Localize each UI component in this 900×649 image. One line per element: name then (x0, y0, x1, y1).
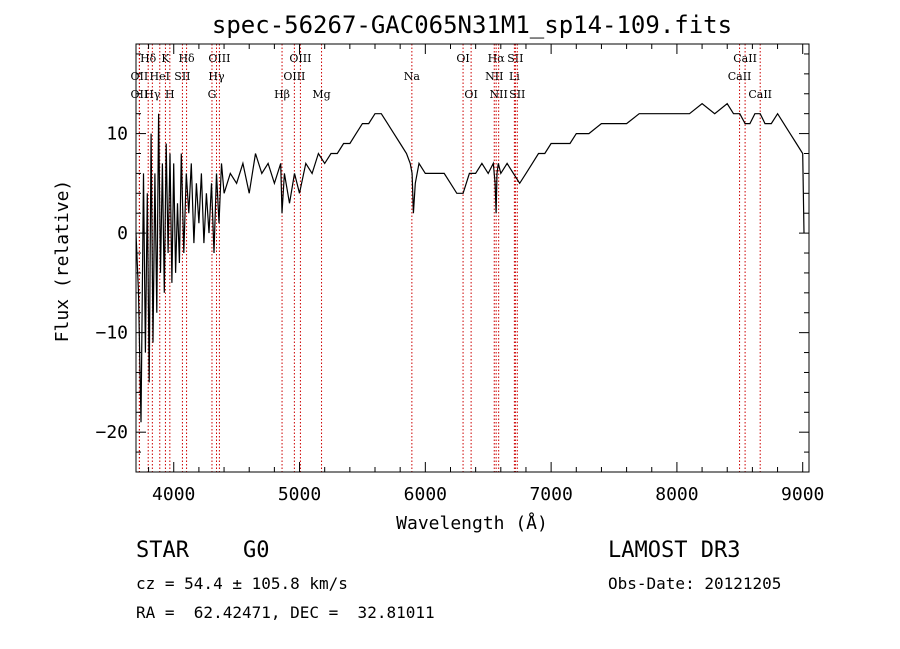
marker-label-27: CaII (748, 88, 772, 101)
marker-label-19: Hα (488, 52, 506, 65)
x-tick-label-5000: 5000 (278, 484, 321, 505)
chart-title: spec-56267-GAC065N31M1_sp14-109.fits (212, 11, 732, 39)
flux-series-line (135, 102, 805, 423)
marker-label-3: Hγ (144, 88, 161, 101)
marker-label-23: NII (490, 88, 508, 101)
y-axis: −20 −10 0 10 (95, 53, 809, 473)
x-tick-label-4000: 4000 (152, 484, 195, 505)
marker-label-10: Hγ (208, 70, 225, 83)
spectrum-chart: spec-56267-GAC065N31M1_sp14-109.fits Hδ O… (52, 11, 824, 534)
marker-label-24: SII (509, 88, 525, 101)
marker-label-25: CaII (733, 52, 757, 65)
marker-label-18: OI (464, 88, 477, 101)
marker-label-13: OIII (289, 52, 311, 65)
marker-label-8: Hδ (178, 52, 195, 65)
marker-label-12: Hβ (274, 88, 290, 101)
marker-label-4: K (161, 52, 170, 65)
x-tick-label-6000: 6000 (404, 484, 447, 505)
marker-label-11: G (208, 88, 217, 101)
object-class: STAR (136, 538, 189, 563)
y-tick-label--20: −20 (95, 422, 128, 443)
plot-frame (135, 43, 810, 473)
marker-label-6: SII (174, 70, 190, 83)
marker-label-16: Na (404, 70, 421, 83)
y-tick-label-0: 0 (117, 223, 128, 244)
x-tick-label-9000: 9000 (781, 484, 824, 505)
survey-name: LAMOST DR3 (608, 538, 741, 563)
y-tick-label--10: −10 (95, 323, 128, 344)
marker-label-17: OI (456, 52, 469, 65)
redshift-velocity: cz = 54.4 ± 105.8 km/s (136, 574, 348, 593)
marker-label-9: OIII (208, 52, 230, 65)
observation-date: Obs-Date: 20121205 (608, 574, 782, 593)
y-axis-label: Flux (relative) (52, 180, 73, 343)
marker-label-20: SII (507, 52, 523, 65)
coordinates: RA = 62.42471, DEC = 32.81011 (136, 603, 435, 622)
marker-label-15: Mg (312, 88, 330, 101)
marker-label-0: Hδ (140, 52, 157, 65)
marker-label-21: NII (485, 70, 503, 83)
object-subclass: G0 (243, 538, 270, 563)
marker-label-22: Li (509, 70, 520, 83)
x-tick-label-8000: 8000 (655, 484, 698, 505)
marker-label-7: H (165, 88, 175, 101)
marker-label-26: CaII (728, 70, 752, 83)
x-tick-label-7000: 7000 (529, 484, 572, 505)
marker-label-14: OIII (283, 70, 305, 83)
y-tick-label-10: 10 (106, 124, 128, 145)
x-axis: 4000 5000 6000 7000 8000 9000 (148, 44, 824, 505)
marker-label-2: OII (131, 88, 149, 101)
x-axis-label: Wavelength (Å) (396, 512, 548, 534)
marker-label-5: HeI (150, 70, 170, 83)
